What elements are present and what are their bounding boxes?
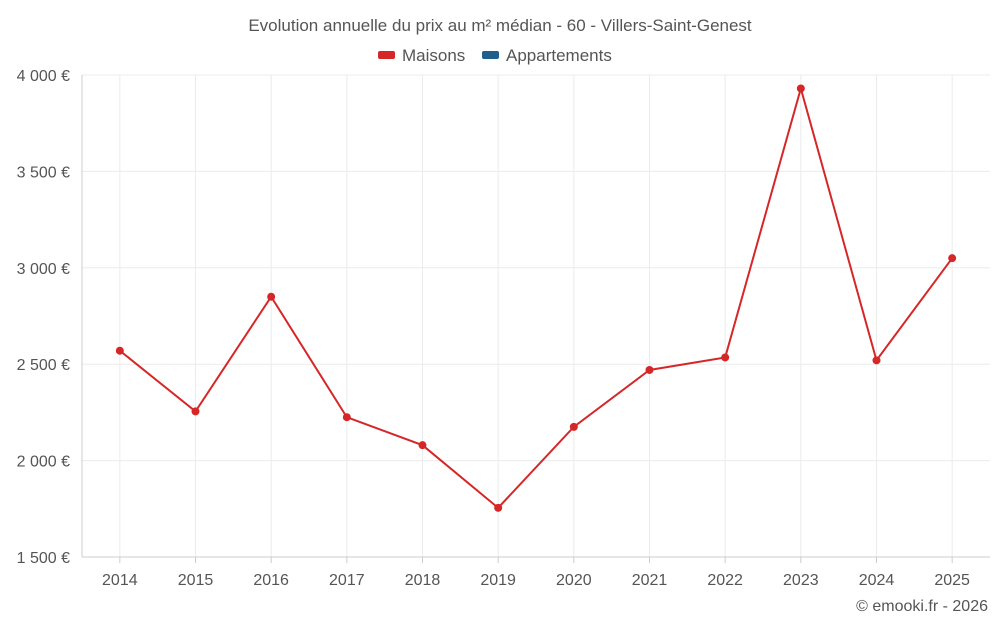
data-point[interactable] bbox=[267, 292, 276, 301]
legend-label[interactable]: Maisons bbox=[402, 46, 465, 65]
data-point[interactable] bbox=[418, 441, 427, 450]
y-tick-label: 1 500 € bbox=[17, 550, 70, 567]
series-line-maisons bbox=[119, 84, 953, 510]
data-point[interactable] bbox=[342, 413, 351, 422]
x-tick-label: 2020 bbox=[556, 572, 592, 589]
x-tick-label: 2025 bbox=[934, 572, 970, 589]
legend-label[interactable]: Appartements bbox=[506, 46, 612, 65]
data-point[interactable] bbox=[872, 356, 881, 365]
x-tick-label: 2022 bbox=[707, 572, 743, 589]
x-tick-label: 2016 bbox=[253, 572, 289, 589]
x-tick-label: 2017 bbox=[329, 572, 365, 589]
data-point[interactable] bbox=[191, 407, 200, 416]
x-tick-label: 2023 bbox=[783, 572, 819, 589]
gridlines bbox=[81, 74, 990, 558]
legend: Maisons Appartements bbox=[378, 46, 612, 65]
y-tick-label: 3 000 € bbox=[17, 261, 70, 278]
y-tick-label: 2 500 € bbox=[17, 357, 70, 374]
y-tick-label: 4 000 € bbox=[17, 68, 70, 85]
x-tick-label: 2014 bbox=[102, 572, 138, 589]
data-point[interactable] bbox=[115, 346, 124, 355]
legend-swatch bbox=[482, 51, 499, 59]
credit-text: © emooki.fr - 2026 bbox=[856, 598, 988, 615]
data-point[interactable] bbox=[494, 503, 503, 512]
y-tick-label: 2 000 € bbox=[17, 454, 70, 471]
x-tick-label: 2021 bbox=[632, 572, 668, 589]
x-tick-label: 2015 bbox=[178, 572, 214, 589]
y-tick-label: 3 500 € bbox=[17, 164, 70, 181]
x-axis: 2014 2015 2016 2017 2018 2019 2020 2021 2022 2023… bbox=[102, 557, 970, 589]
series-layer bbox=[115, 84, 957, 512]
data-point[interactable] bbox=[948, 254, 957, 263]
x-tick-label: 2019 bbox=[480, 572, 516, 589]
legend-swatch bbox=[378, 51, 395, 59]
x-tick-label: 2018 bbox=[405, 572, 441, 589]
x-tick-label: 2024 bbox=[859, 572, 895, 589]
data-point[interactable] bbox=[721, 353, 730, 362]
data-point[interactable] bbox=[569, 422, 578, 431]
y-axis: 1 500 € 2 000 € 2 500 € 3 000 € 3 500 € 4 000… bbox=[17, 68, 70, 567]
data-point[interactable] bbox=[645, 365, 654, 374]
chart-title: Evolution annuelle du prix au m² médian … bbox=[248, 16, 752, 35]
data-point[interactable] bbox=[796, 84, 805, 93]
